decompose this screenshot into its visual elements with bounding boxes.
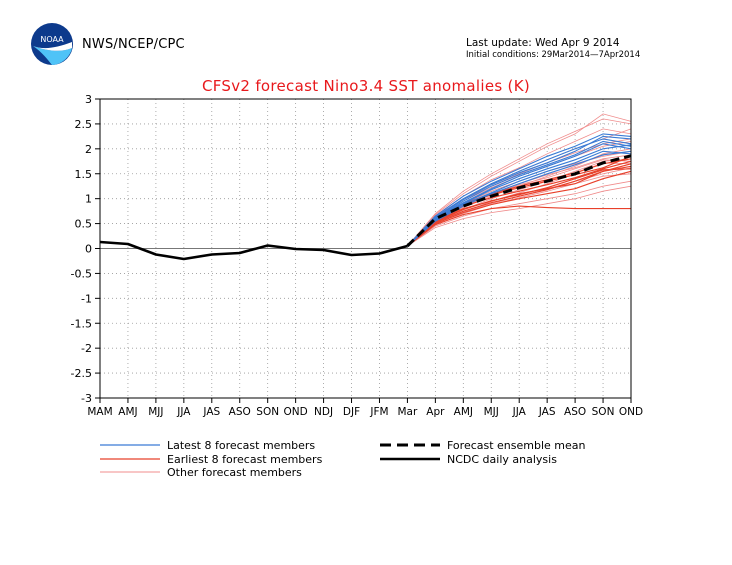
x-tick-label: Apr <box>426 406 445 418</box>
last-update: Last update: Wed Apr 9 2014 <box>466 37 620 49</box>
x-tick-label: MJJ <box>484 406 499 418</box>
latest-member-line <box>407 138 632 247</box>
earliest-member-line <box>407 205 631 247</box>
legend-mean-label: Forecast ensemble mean <box>447 439 586 452</box>
x-tick-label: JAS <box>538 406 556 418</box>
y-tick-label: -0.5 <box>71 267 92 280</box>
noaa-logo-text: NOAA <box>40 35 64 44</box>
latest-member-line <box>407 150 632 247</box>
x-tick-label: AMJ <box>454 406 473 418</box>
agency-name: NWS/NCEP/CPC <box>82 37 185 52</box>
earliest-member-line <box>407 170 632 247</box>
x-tick-label: OND <box>619 406 643 418</box>
x-tick-label: JFM <box>369 406 388 418</box>
initial-conditions: Initial conditions: 29Mar2014—7Apr2014 <box>466 50 641 60</box>
legend-latest-label: Latest 8 forecast members <box>167 439 315 452</box>
other-member-line <box>407 118 632 247</box>
other-member-line <box>407 185 632 247</box>
y-tick-label: 1.5 <box>75 168 93 181</box>
x-tick-label: NDJ <box>314 406 333 418</box>
y-tick-label: 0 <box>85 243 92 256</box>
x-tick-label: JJA <box>176 406 191 418</box>
x-tick-label: MAM <box>87 406 112 418</box>
x-tick-label: SON <box>592 406 615 418</box>
legend-earliest-label: Earliest 8 forecast members <box>167 453 323 466</box>
earliest-member-line <box>407 165 632 247</box>
y-tick-label: -2.5 <box>71 367 92 380</box>
latest-member-line <box>407 135 632 247</box>
y-tick-label: 2 <box>85 143 92 156</box>
y-tick-label: -2 <box>81 342 92 355</box>
y-tick-label: 3 <box>85 93 92 106</box>
x-tick-label: ASO <box>564 406 586 418</box>
earliest-member-line <box>407 168 632 247</box>
y-tick-label: -1 <box>81 292 92 305</box>
x-tick-label: ASO <box>229 406 251 418</box>
x-tick-label: JJA <box>512 406 527 418</box>
legend-other-label: Other forecast members <box>167 466 302 479</box>
y-tick-label: 1 <box>85 193 92 206</box>
y-tick-label: 0.5 <box>75 218 93 231</box>
noaa-logo: NOAA <box>31 23 73 65</box>
y-tick-label: -1.5 <box>71 317 92 330</box>
ensemble-mean-line <box>406 154 632 248</box>
earliest-member-line <box>407 155 632 247</box>
earliest-member-line <box>407 163 632 247</box>
x-tick-label: DJF <box>343 406 360 418</box>
latest-member-line <box>406 133 632 247</box>
x-tick-label: OND <box>284 406 308 418</box>
plot-frame <box>99 98 632 399</box>
x-tick-label: MJJ <box>148 406 163 418</box>
ncdc-analysis-line <box>99 240 408 261</box>
x-tick-label: JAS <box>202 406 220 418</box>
y-tick-label: -3 <box>81 392 92 405</box>
legend-analysis-label: NCDC daily analysis <box>447 453 557 466</box>
other-member-line <box>407 138 632 247</box>
x-tick-label: AMJ <box>118 406 137 418</box>
x-tick-label: Mar <box>398 406 418 418</box>
y-tick-label: 2.5 <box>75 118 93 131</box>
other-member-line <box>407 180 632 247</box>
other-member-line <box>407 113 632 247</box>
chart-title: CFSv2 forecast Nino3.4 SST anomalies (K) <box>201 77 530 95</box>
x-tick-label: SON <box>256 406 279 418</box>
